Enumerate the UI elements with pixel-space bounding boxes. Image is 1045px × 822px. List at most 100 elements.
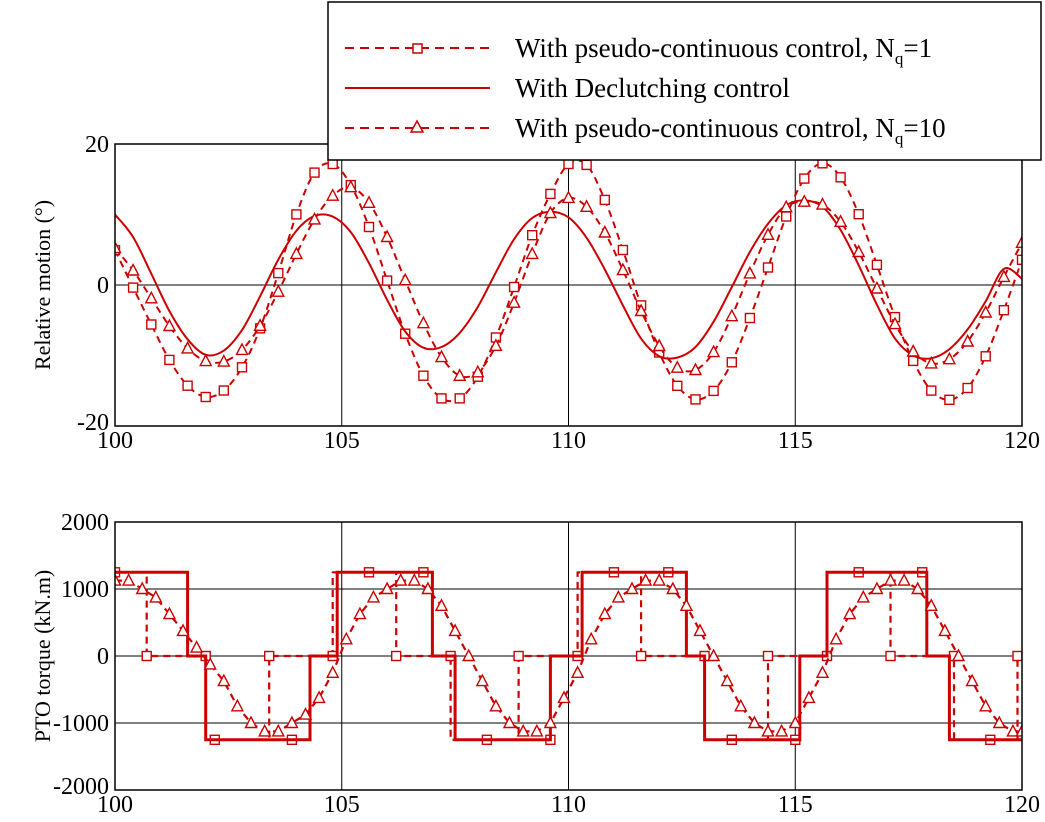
motion-series-2-point bbox=[690, 364, 701, 375]
motion-series-0-point bbox=[673, 381, 682, 390]
torque-series-0-point bbox=[514, 652, 523, 661]
torque-series-2-point bbox=[191, 642, 202, 653]
motion-series-0-point bbox=[800, 174, 809, 183]
motion-series-2-point bbox=[146, 292, 157, 303]
motion-series-0-point bbox=[328, 160, 337, 169]
motion-series-2-point bbox=[527, 248, 538, 259]
motion-series-0-point bbox=[365, 223, 374, 232]
torque-series-2-point bbox=[477, 675, 488, 686]
motion-series-0-point bbox=[129, 283, 138, 292]
motion-series-0-point bbox=[183, 381, 192, 390]
motion-x-tick-105: 105 bbox=[324, 428, 360, 454]
torque-y-tick-0: 0 bbox=[97, 644, 109, 670]
torque-series-2-point bbox=[232, 700, 243, 711]
motion-series-2-point bbox=[599, 227, 610, 238]
torque-y-tick--1000: -1000 bbox=[53, 711, 109, 737]
torque-series-2-point bbox=[559, 692, 570, 703]
motion-y-tick--20: -20 bbox=[77, 410, 109, 436]
torque-y-tick-2000: 2000 bbox=[61, 510, 109, 536]
torque-series-2-point bbox=[137, 583, 148, 594]
motion-series-0-point bbox=[201, 393, 210, 402]
motion-series-2-point bbox=[364, 197, 375, 208]
motion-y-tick-0: 0 bbox=[97, 273, 109, 299]
motion-series-2-point bbox=[200, 355, 211, 366]
torque-x-tick-labels: 100 105 110 115 120 bbox=[97, 792, 1040, 818]
motion-series-2-point bbox=[744, 267, 755, 278]
motion-series-0-point bbox=[219, 386, 228, 395]
motion-series-0-point bbox=[147, 320, 156, 329]
torque-series-0-point bbox=[142, 652, 151, 661]
motion-series-0-point bbox=[437, 394, 446, 403]
motion-x-tick-120: 120 bbox=[1004, 428, 1040, 454]
motion-series-0-point bbox=[745, 314, 754, 323]
torque-series-2-point bbox=[150, 591, 161, 602]
motion-series-0-point bbox=[546, 189, 555, 198]
motion-series-0-point bbox=[455, 394, 464, 403]
torque-series-2-point bbox=[531, 725, 542, 736]
torque-series-2-point bbox=[409, 575, 420, 586]
torque-panel: 100 105 110 115 120 -2000 -1000 0 1000 2000 PTO … bbox=[30, 510, 1040, 818]
motion-series-0-point bbox=[383, 276, 392, 285]
motion-y-axis-title: Relative motion (°) bbox=[30, 200, 55, 370]
motion-series-0-point bbox=[165, 355, 174, 364]
torque-x-tick-110: 110 bbox=[551, 792, 586, 818]
motion-series-2-point bbox=[400, 274, 411, 285]
torque-series-2-point bbox=[627, 583, 638, 594]
motion-series-0-point bbox=[981, 352, 990, 361]
torque-series-2-point bbox=[912, 583, 923, 594]
motion-series-2-point bbox=[617, 264, 628, 275]
motion-series-2-point bbox=[944, 353, 955, 364]
motion-series-2-point bbox=[509, 297, 520, 308]
motion-series-0-point bbox=[582, 160, 591, 169]
motion-series-2-point bbox=[853, 246, 864, 257]
legend-label-declutch: With Declutching control bbox=[515, 73, 790, 103]
torque-series-2-point bbox=[286, 717, 297, 728]
torque-series-2-point bbox=[803, 692, 814, 703]
legend-label-nq10: With pseudo-continuous control, Nq=10 bbox=[515, 113, 946, 148]
motion-series-2-point bbox=[291, 248, 302, 259]
motion-series-0-point bbox=[510, 283, 519, 292]
torque-series-2-point bbox=[967, 675, 978, 686]
torque-y-axis-title: PTO torque (kN.m) bbox=[30, 570, 55, 743]
motion-series-0-point bbox=[727, 358, 736, 367]
torque-x-tick-120: 120 bbox=[1004, 792, 1040, 818]
torque-series-2-point bbox=[586, 633, 597, 644]
motion-series-0-point bbox=[292, 210, 301, 219]
motion-series-0-point bbox=[564, 160, 573, 169]
motion-series-2-point bbox=[726, 310, 737, 321]
torque-series-0-point bbox=[886, 652, 895, 661]
torque-series-2-point bbox=[899, 575, 910, 586]
torque-series-2-point bbox=[572, 667, 583, 678]
torque-series-2-point bbox=[123, 575, 134, 586]
motion-series-2-point bbox=[273, 286, 284, 297]
motion-x-tick-115: 115 bbox=[778, 428, 813, 454]
motion-series-0-point bbox=[709, 386, 718, 395]
torque-series-2-point bbox=[450, 625, 461, 636]
motion-series-0-point bbox=[782, 212, 791, 221]
torque-series-2-point bbox=[681, 600, 692, 611]
torque-series-2-point bbox=[980, 700, 991, 711]
torque-series-2-point bbox=[341, 633, 352, 644]
torque-series-0-point bbox=[265, 652, 274, 661]
torque-y-tick--2000: -2000 bbox=[53, 774, 109, 800]
torque-series-0-point bbox=[764, 652, 773, 661]
motion-series-2-point bbox=[454, 370, 465, 381]
motion-series-0-point bbox=[999, 306, 1008, 315]
motion-grid bbox=[115, 144, 1022, 426]
torque-series-2-point bbox=[695, 625, 706, 636]
torque-series-2-point bbox=[667, 583, 678, 594]
torque-series-2-point bbox=[831, 633, 842, 644]
legend-swatch-nq1-marker bbox=[413, 44, 422, 53]
motion-y-tick-20: 20 bbox=[85, 132, 109, 158]
motion-series-0-point bbox=[618, 246, 627, 255]
motion-series-0-point bbox=[927, 386, 936, 395]
motion-series-2-point bbox=[672, 362, 683, 373]
motion-series-2-point bbox=[418, 317, 429, 328]
legend: With pseudo-continuous control, Nq=1 Wit… bbox=[328, 2, 1041, 160]
torque-series-0-point bbox=[392, 652, 401, 661]
torque-x-tick-105: 105 bbox=[324, 792, 360, 818]
torque-series-0-point bbox=[1013, 652, 1022, 661]
torque-series-2-point bbox=[654, 575, 665, 586]
motion-series-0-point bbox=[238, 363, 247, 372]
motion-x-tick-labels: 100 105 110 115 120 bbox=[97, 428, 1040, 454]
